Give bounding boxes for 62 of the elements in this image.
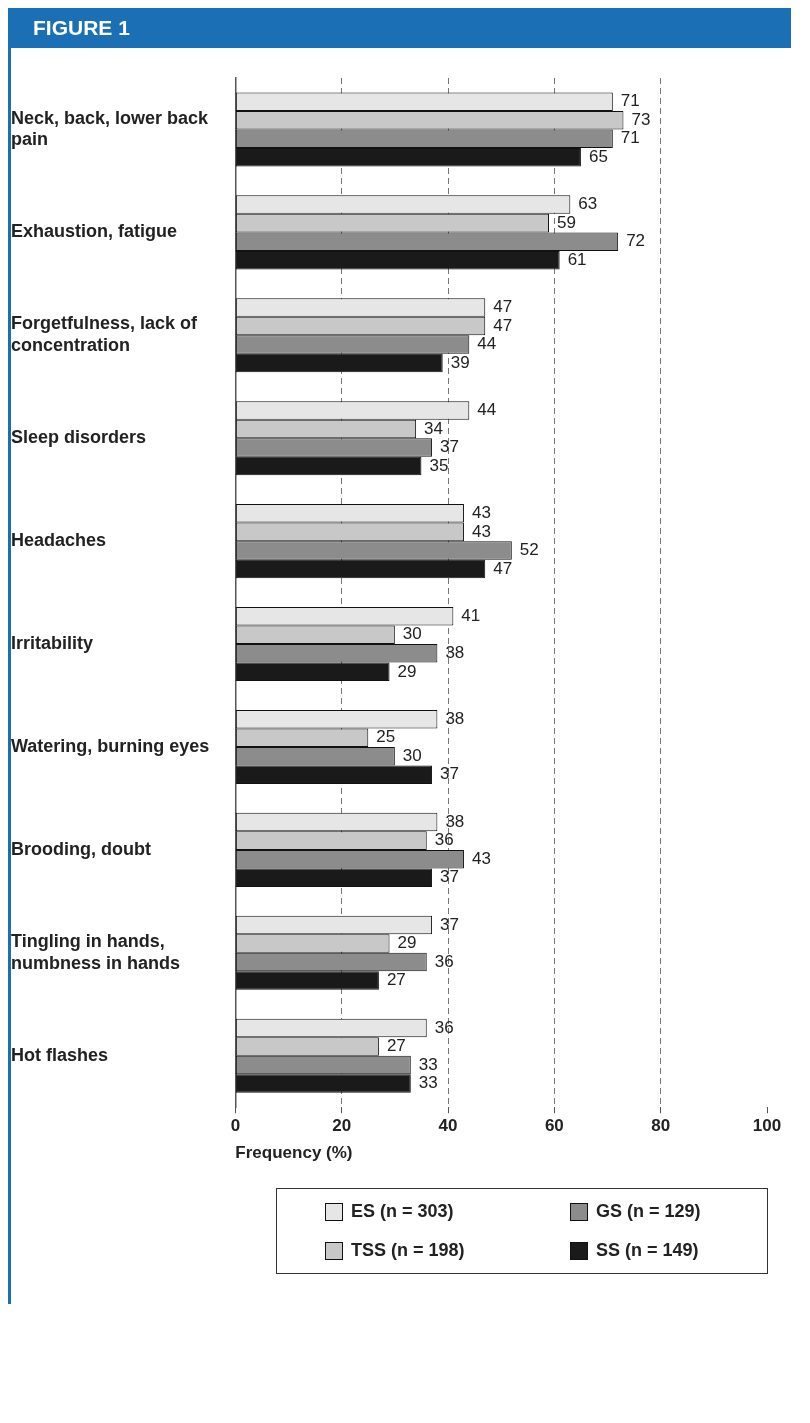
data-label: 37 xyxy=(440,867,459,887)
y-tick-label: Sleep disorders xyxy=(11,427,147,448)
legend-label: TSS (n = 198) xyxy=(351,1240,465,1261)
data-label: 27 xyxy=(386,970,406,990)
data-label: 33 xyxy=(418,1054,438,1074)
data-label: 63 xyxy=(578,194,598,214)
data-label: 47 xyxy=(493,297,513,317)
x-tick-label: 100 xyxy=(752,1116,782,1136)
data-label: 29 xyxy=(397,933,417,953)
data-label: 37 xyxy=(440,914,459,934)
x-tick-label: 60 xyxy=(544,1116,564,1136)
y-tick-label: Tingling in hands, numbness in hands xyxy=(11,930,181,973)
legend-label: SS (n = 149) xyxy=(596,1240,699,1261)
y-tick-label: Neck, back, lower back pain xyxy=(11,107,210,150)
data-label: 41 xyxy=(461,605,481,625)
y-tick-label: Exhaustion, fatigue xyxy=(11,221,178,242)
data-label: 44 xyxy=(477,334,497,354)
x-tick-label: 80 xyxy=(651,1116,671,1136)
legend-label: ES (n = 303) xyxy=(351,1201,454,1222)
data-label: 36 xyxy=(434,830,454,850)
data-label: 34 xyxy=(424,418,444,438)
data-label: 25 xyxy=(376,727,396,747)
y-tick-label: Brooding, doubt xyxy=(11,838,151,859)
data-label: 38 xyxy=(445,643,465,663)
data-label: 30 xyxy=(402,624,422,644)
y-tick-label: Hot flashes xyxy=(11,1044,109,1065)
data-label: 52 xyxy=(519,540,539,560)
data-label: 43 xyxy=(471,503,491,523)
data-label: 71 xyxy=(620,128,640,148)
x-tick-label: 20 xyxy=(332,1116,352,1136)
y-tick-label: Headaches xyxy=(11,530,107,551)
y-tick-label: Irritability xyxy=(11,633,94,654)
y-tick-label: Watering, burning eyes xyxy=(11,735,210,756)
y-tick-label: Forgetfulness, lack of concentration xyxy=(11,313,199,356)
data-label: 65 xyxy=(588,146,608,166)
data-label: 72 xyxy=(626,231,646,251)
data-label: 36 xyxy=(434,951,454,971)
data-label: 27 xyxy=(386,1036,406,1056)
legend-label: GS (n = 129) xyxy=(596,1201,701,1222)
data-label: 30 xyxy=(402,745,422,765)
data-label: 33 xyxy=(418,1073,438,1093)
data-label: 43 xyxy=(471,521,491,541)
data-label: 35 xyxy=(429,455,449,475)
x-tick-label: 40 xyxy=(438,1116,458,1136)
x-tick-label: 0 xyxy=(230,1116,241,1136)
data-label: 73 xyxy=(631,109,651,129)
data-label: 37 xyxy=(440,764,459,784)
data-label: 37 xyxy=(440,437,459,457)
data-label: 47 xyxy=(493,558,513,578)
data-label: 43 xyxy=(471,848,491,868)
data-label: 59 xyxy=(557,212,576,232)
data-label: 36 xyxy=(434,1017,454,1037)
data-label: 61 xyxy=(567,249,587,269)
data-label: 29 xyxy=(397,661,417,681)
data-label: 39 xyxy=(450,352,470,372)
data-label: 44 xyxy=(477,400,497,420)
data-label: 38 xyxy=(445,811,465,831)
x-axis-title: Frequency (%) xyxy=(235,1143,353,1163)
data-label: 71 xyxy=(620,91,640,111)
data-label: 38 xyxy=(445,708,465,728)
chart-title: FIGURE 1 xyxy=(11,8,791,48)
data-label: 47 xyxy=(493,315,513,335)
